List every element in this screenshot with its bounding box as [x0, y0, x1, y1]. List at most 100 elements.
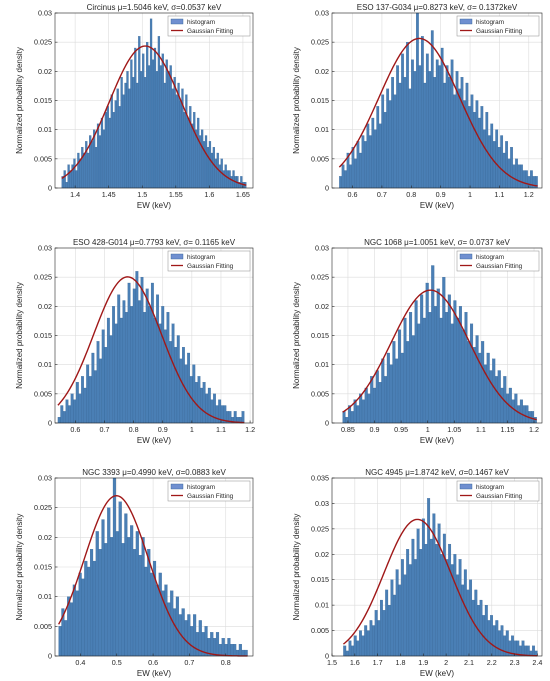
histogram-bar — [189, 106, 192, 189]
histogram-bar — [173, 77, 176, 189]
y-tick-label: 0.01 — [38, 125, 52, 134]
y-tick-label: 0.005 — [34, 622, 52, 631]
y-tick-label: 0.005 — [311, 626, 329, 635]
histogram-bar — [63, 170, 66, 189]
histogram-bar — [101, 329, 105, 424]
histogram-bar — [350, 411, 354, 424]
x-tick-label: 0.4 — [75, 658, 85, 667]
histogram-bar — [208, 141, 212, 189]
histogram-bar — [140, 71, 143, 189]
histogram-bar — [396, 65, 399, 189]
histogram-bar — [110, 537, 114, 657]
histogram-bar — [64, 620, 68, 657]
histogram-bar — [173, 608, 177, 657]
histogram-bar — [351, 645, 355, 657]
chart-panel-3: 0.6 0.7 0.8 0.9 1 1.1 1.2 0 0.005 0.01 0.015 0.02 0.… — [15, 238, 255, 445]
chart-title: NGC 4945 μ=1.8742 keV, σ=0.1467 keV — [365, 468, 509, 477]
histogram-bar — [492, 358, 496, 424]
histogram-bar — [92, 560, 96, 657]
x-tick-label: 1.8 — [395, 658, 405, 667]
histogram-bar — [106, 106, 109, 189]
x-axis-label: EW (keV) — [137, 669, 172, 678]
histogram-bar — [150, 572, 154, 657]
histogram-bar — [376, 106, 380, 189]
histogram-bar — [408, 88, 412, 189]
histogram-bar — [184, 364, 188, 424]
chart-panel-6: 1.5 1.6 1.7 1.8 1.9 2 2.1 2.2 2.3 2.4 0 0.005 0.01 0.… — [292, 468, 542, 678]
histogram-bar — [230, 176, 233, 189]
histogram-bar — [135, 531, 139, 657]
histogram-bar — [161, 53, 164, 189]
histogram-bar — [343, 645, 347, 657]
gaussian-fit-line — [58, 494, 248, 657]
histogram-bar — [413, 71, 417, 189]
histogram-bar — [114, 323, 118, 424]
histogram-bar — [393, 594, 396, 657]
histogram-bar — [241, 649, 245, 657]
histogram-bar — [519, 399, 523, 424]
histogram-bar — [195, 632, 200, 657]
histogram-bar — [525, 170, 528, 189]
x-tick-label: 1.55 — [169, 190, 183, 199]
histogram-bar — [176, 335, 180, 424]
histogram-bar — [512, 164, 516, 189]
y-tick-label: 0.03 — [315, 499, 329, 508]
histogram-bar — [422, 317, 426, 424]
y-tick-label: 0.025 — [311, 273, 329, 282]
histogram-bar — [215, 632, 220, 657]
y-axis-label: Normalized probability density — [15, 514, 24, 621]
histogram-bar — [187, 352, 191, 424]
histogram-bar — [470, 323, 474, 424]
histogram-bar — [361, 399, 365, 424]
histogram-bar — [183, 112, 186, 189]
histogram-bar — [226, 170, 229, 189]
histogram-bar — [445, 559, 449, 657]
gaussian-fit-line — [342, 518, 538, 657]
histogram-bar — [144, 566, 148, 657]
histogram-bar — [127, 537, 131, 657]
histogram-bar — [479, 599, 483, 657]
legend-fit-label: Gaussian Fitting — [476, 263, 523, 270]
histogram-bar — [423, 82, 427, 189]
y-tick-label: 0.025 — [311, 38, 329, 47]
x-axis-label: EW (keV) — [420, 201, 455, 210]
histogram-bar — [87, 152, 90, 189]
histogram-bar — [144, 77, 147, 189]
chart-panel-1: 1.4 1.45 1.5 1.55 1.6 1.65 0 0.005 0.01 0.015 0.02… — [15, 3, 254, 210]
histogram-bar — [397, 329, 401, 424]
histogram-bar — [447, 294, 451, 424]
histogram-bar — [359, 152, 362, 189]
histogram-bar — [450, 323, 454, 424]
histogram-bar — [472, 347, 476, 424]
histogram-bar — [155, 71, 159, 189]
x-tick-label: 1.5 — [137, 190, 147, 199]
histogram-bar — [233, 411, 237, 424]
histogram-bar — [367, 393, 371, 424]
histogram-bar — [515, 158, 518, 189]
histogram-bar — [370, 376, 374, 424]
histogram-bar — [153, 47, 157, 189]
histogram-bar — [524, 645, 528, 657]
histogram-bar — [354, 158, 357, 189]
histogram-bar — [427, 498, 431, 657]
histogram-bar — [130, 525, 134, 657]
histogram-bar — [517, 405, 521, 424]
histogram-bar — [390, 579, 394, 657]
x-tick-label: 0.5 — [112, 658, 122, 667]
x-tick-label: 1.9 — [418, 658, 428, 667]
y-axis-label: Normalized probability density — [15, 282, 24, 389]
histogram-bar — [419, 549, 423, 657]
histogram-bar — [65, 182, 68, 189]
histogram-bar — [463, 569, 467, 657]
y-tick-label: 0.01 — [38, 592, 52, 601]
x-tick-label: 2.1 — [464, 658, 474, 667]
x-tick-label: 1 — [468, 190, 472, 199]
histogram-bar — [383, 112, 387, 189]
histogram-bar — [439, 317, 443, 424]
legend: histogram Gaussian Fitting — [456, 250, 540, 272]
histogram-bar — [421, 518, 425, 657]
histogram-bar — [474, 589, 478, 657]
histogram-bar — [138, 300, 141, 424]
histogram-bar — [200, 387, 203, 424]
y-tick-label: 0.03 — [38, 474, 52, 483]
